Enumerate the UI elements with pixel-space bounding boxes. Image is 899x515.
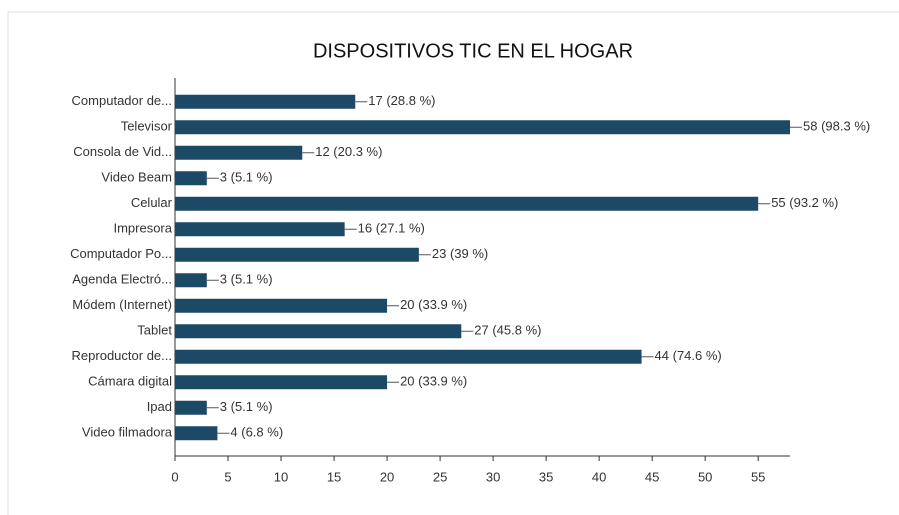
y-tick-label: Computador de... — [72, 93, 172, 108]
chart-title: DISPOSITIVOS TIC EN EL HOGAR — [313, 40, 633, 62]
bar — [175, 273, 207, 288]
data-label: 55 (93.2 %) — [771, 195, 838, 210]
bar — [175, 349, 642, 364]
x-tick-label: 50 — [698, 469, 712, 484]
data-label: 3 (5.1 %) — [220, 399, 273, 414]
y-tick-label: Módem (Internet) — [72, 297, 172, 312]
y-tick-label: Agenda Electró... — [72, 272, 172, 287]
bar — [175, 94, 356, 109]
x-tick-label: 35 — [539, 469, 553, 484]
x-tick-label: 55 — [751, 469, 765, 484]
bar — [175, 222, 345, 237]
y-tick-label: Computador Po... — [70, 246, 172, 261]
x-tick-label: 45 — [645, 469, 659, 484]
y-tick-label: Cámara digital — [88, 374, 172, 389]
y-tick-label: Reproductor de... — [72, 348, 172, 363]
x-tick-label: 40 — [592, 469, 606, 484]
data-label: 58 (98.3 %) — [803, 119, 870, 134]
data-label: 16 (27.1 %) — [358, 221, 425, 236]
y-tick-label: Ipad — [147, 399, 172, 414]
y-tick-label: Celular — [131, 195, 173, 210]
bar — [175, 426, 218, 441]
data-label: 3 (5.1 %) — [220, 170, 273, 185]
data-label: 23 (39 %) — [432, 246, 488, 261]
x-tick-label: 25 — [433, 469, 447, 484]
data-label: 12 (20.3 %) — [315, 144, 382, 159]
y-tick-label: Video filmadora — [82, 425, 173, 440]
bar — [175, 375, 388, 390]
y-tick-label: Tablet — [137, 323, 172, 338]
data-label: 44 (74.6 %) — [655, 348, 722, 363]
x-tick-label: 10 — [274, 469, 288, 484]
data-label: 27 (45.8 %) — [474, 323, 541, 338]
y-tick-label: Consola de Vid... — [73, 144, 172, 159]
data-label: 3 (5.1 %) — [220, 272, 273, 287]
bar — [175, 196, 759, 211]
y-tick-label: Video Beam — [101, 170, 172, 185]
bar — [175, 247, 419, 262]
bar — [175, 171, 207, 186]
x-tick-label: 15 — [327, 469, 341, 484]
data-label: 4 (6.8 %) — [230, 425, 283, 440]
y-tick-label: Impresora — [113, 221, 172, 236]
y-tick-label: Televisor — [121, 119, 173, 134]
x-tick-label: 20 — [380, 469, 394, 484]
bar — [175, 324, 462, 339]
x-tick-label: 30 — [486, 469, 500, 484]
bar — [175, 298, 388, 313]
x-tick-label: 0 — [171, 469, 178, 484]
data-label: 20 (33.9 %) — [400, 374, 467, 389]
bar — [175, 145, 303, 160]
x-tick-label: 5 — [224, 469, 231, 484]
data-label: 17 (28.8 %) — [368, 93, 435, 108]
data-label: 20 (33.9 %) — [400, 297, 467, 312]
bar — [175, 400, 207, 415]
bar — [175, 120, 790, 135]
